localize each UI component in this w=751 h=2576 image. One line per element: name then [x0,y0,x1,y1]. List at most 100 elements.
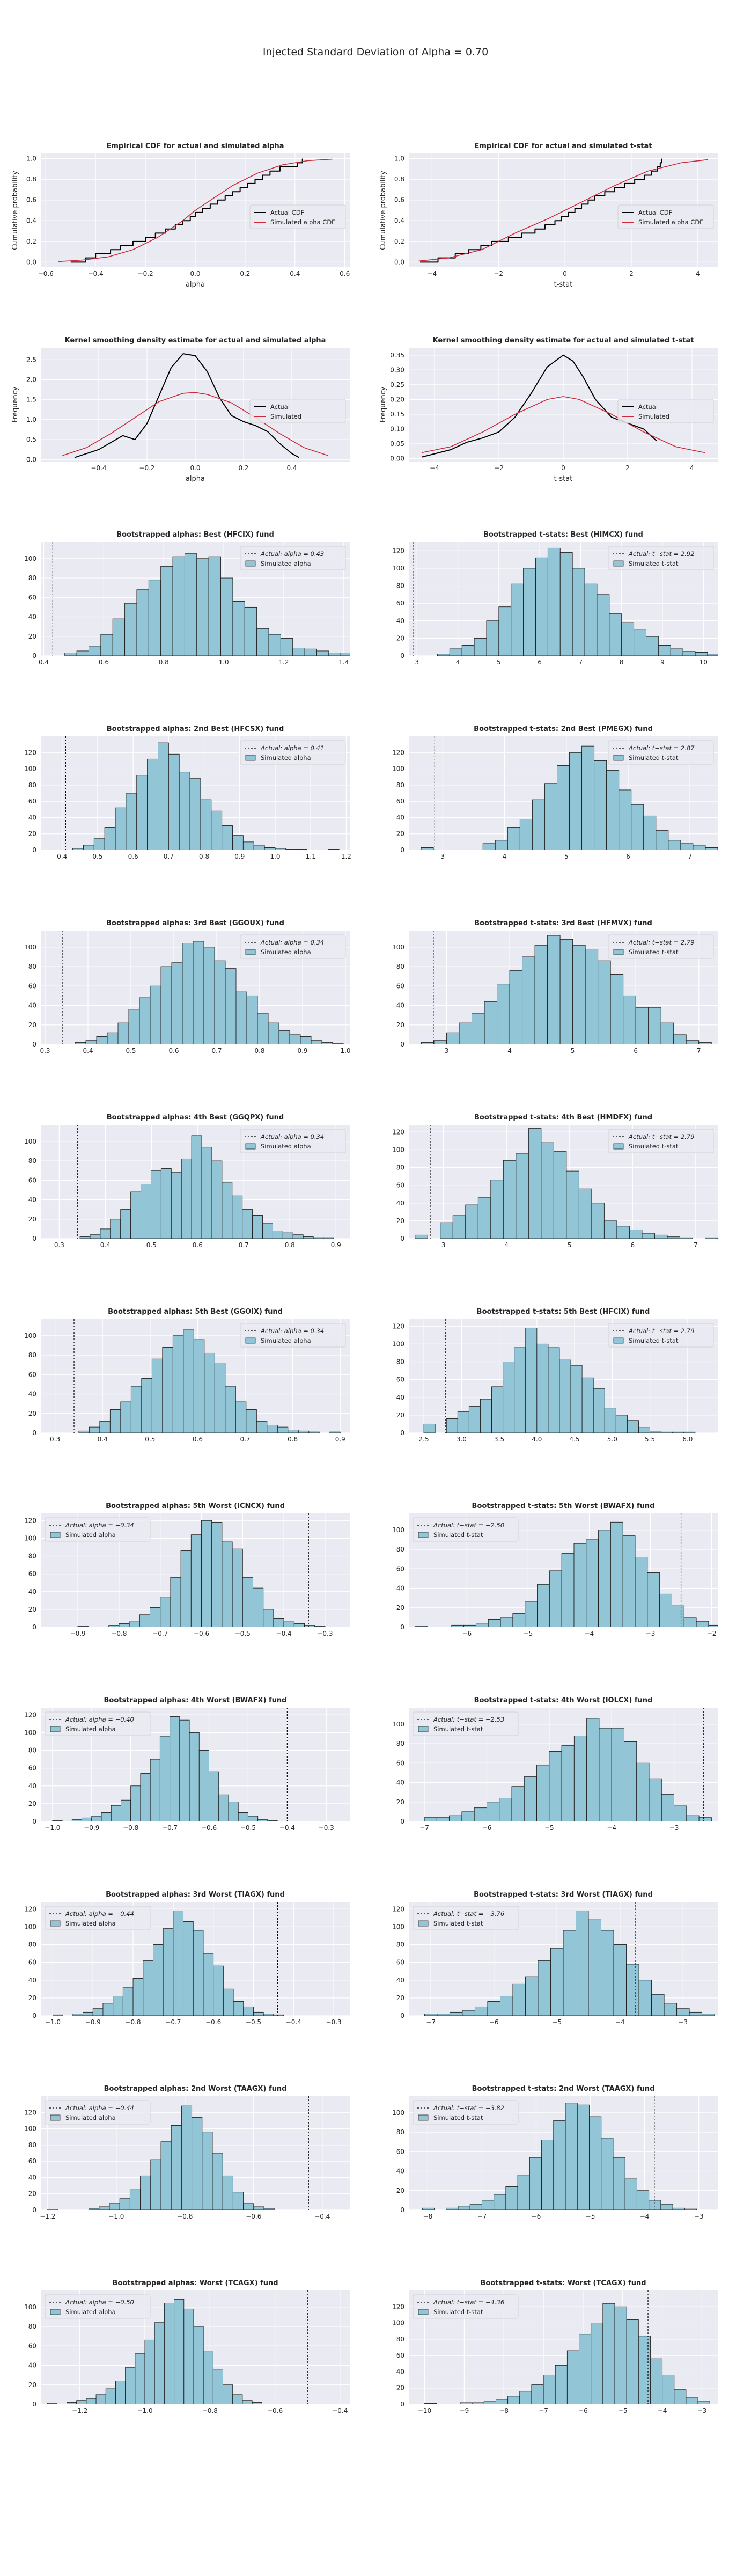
chart-22-bootstrapped-alphas-worst-tcagx-fund: −1.2 −1.0 −0.8 −0.6 −0.4 0 20 40 60 80 100 Bootstra… [8,2271,356,2432]
histogram-bar [601,1930,614,2016]
x-tick-label: −0.4 [286,2018,301,2026]
y-tick-label: 0 [32,846,36,854]
histogram-bar [171,2125,182,2210]
legend-swatch [418,2309,429,2315]
histogram-bar [446,1032,460,1044]
legend: Actual: alpha = −0.50 Simulated alpha [45,2294,151,2319]
histogram-bar [52,1820,63,1821]
x-tick-label: −4 [607,1824,616,1832]
y-tick-label: 120 [392,749,404,756]
y-tick-label: 40 [396,1199,404,1207]
histogram-bar [507,2396,520,2404]
histogram-bar [201,1520,212,1627]
histogram-bar [267,1820,278,1821]
x-axis-label: t-stat [554,281,573,289]
histogram-bar [498,606,512,656]
histogram-bar [619,789,632,850]
histogram-bar [586,1539,599,1627]
chart-svg: −1.0 −0.9 −0.8 −0.7 −0.6 −0.5 −0.4 −0.3 0 20 40 60 8… [24,1696,350,1832]
histogram-bar [100,1228,111,1239]
histogram-bar [572,945,586,1044]
chart-title: Bootstrapped t-stats: Worst (TCAGX) fund [480,2279,646,2287]
histogram-bar [111,1805,121,1821]
histogram-bar [524,1776,537,1821]
histogram-bar [304,648,317,656]
y-tick-label: 40 [396,617,404,625]
legend: Actual: t−stat = −2.50 Simulated t-stat [413,1517,519,1542]
y-tick-label: 40 [28,1002,36,1009]
histogram-bar [190,1534,202,1627]
chart-0-empirical-cdf-for-actual-and-simulated-a: −0.6 −0.4 −0.2 0.0 0.2 0.4 0.6 0.0 0.2 0.4 0.6 0.8 1… [8,134,356,295]
x-tick-label: 0.9 [234,853,245,860]
legend-swatch [245,1143,256,1150]
y-axis-label: Cumulative probability [379,171,387,250]
histogram-bar [541,1142,554,1239]
legend-label: Actual: alpha = 0.34 [260,939,324,946]
x-tick-label: 0.9 [297,1047,307,1055]
chart-svg: 0.3 0.4 0.5 0.6 0.7 0.8 0.9 0 20 40 60 80 100 Bootstr… [24,1114,350,1249]
x-tick-label: 2 [629,270,634,277]
histogram-bar [179,1719,190,1821]
legend-label: Actual [638,403,658,411]
x-tick-label: 4 [507,1047,512,1055]
histogram-bar [158,742,169,850]
histogram-bar [263,2014,274,2016]
x-tick-label: 5 [564,853,569,860]
x-tick-label: −0.4 [314,2213,330,2220]
histogram-bar [253,2206,264,2210]
x-tick-label: −4 [430,464,439,472]
histogram-bar [75,1042,86,1044]
x-tick-label: −2 [494,464,504,472]
y-tick-label: 100 [392,1721,404,1728]
histogram-bar [474,638,487,656]
histogram-bar [232,1195,243,1239]
x-tick-label: −5 [544,1824,554,1832]
histogram-bar [415,1234,428,1239]
y-tick-label: 0.00 [390,455,404,462]
histogram-bar [154,2322,165,2404]
legend-label: Simulated alpha [65,2114,116,2121]
x-tick-label: −7 [426,2018,436,2026]
histogram-bar [232,835,244,850]
histogram-bar [705,1237,718,1239]
y-tick-label: 20 [28,2381,36,2389]
y-axis-label: Frequency [11,386,19,422]
y-tick-label: 40 [396,1002,404,1009]
histogram-bar [208,556,221,656]
y-tick-label: 0 [32,1235,36,1242]
histogram-bar [638,2336,651,2404]
histogram-bar [285,849,297,850]
histogram-bar [77,1626,89,1627]
histogram-bar [192,2117,203,2210]
legend-swatch [50,2114,61,2121]
chart-svg: −1.2 −1.0 −0.8 −0.6 −0.4 0 20 40 60 80 100 120 Boots… [24,2085,350,2220]
chart-title: Bootstrapped alphas: 3rd Worst (TIAGX) f… [106,1891,285,1899]
histogram-bar [474,2006,488,2016]
histogram-bar [584,583,598,656]
legend: Actual: alpha = 0.34 Simulated alpha [240,1129,346,1153]
y-tick-label: 60 [28,1570,36,1578]
histogram-bar [423,1423,436,1433]
x-tick-label: 0.6 [128,853,138,860]
y-tick-label: 60 [396,1376,404,1384]
legend-swatch [418,1726,429,1732]
series-line-simulated-alpha-cdf [58,158,333,262]
histogram-bar [340,653,350,656]
y-tick-label: 120 [24,1905,36,1913]
histogram-bar [189,1732,200,1821]
histogram-bar [267,1425,278,1433]
histogram-bar [203,2351,213,2404]
legend-swatch [50,1532,61,1538]
x-tick-label: −0.5 [246,2018,261,2026]
chart-title: Bootstrapped t-stats: 5th Best (HFCIX) f… [477,1308,650,1316]
y-tick-label: 80 [28,2141,36,2149]
y-tick-label: 80 [28,1941,36,1949]
histogram-bar [162,1347,173,1433]
histogram-bar [601,2138,614,2210]
legend-label: Simulated t-stat [433,1725,483,1733]
legend-label: Actual: alpha = −0.40 [65,1716,134,1723]
histogram-bar [218,1794,229,1821]
histogram-bar [242,1209,253,1239]
histogram-bar [643,815,657,850]
histogram-bar [482,843,496,850]
